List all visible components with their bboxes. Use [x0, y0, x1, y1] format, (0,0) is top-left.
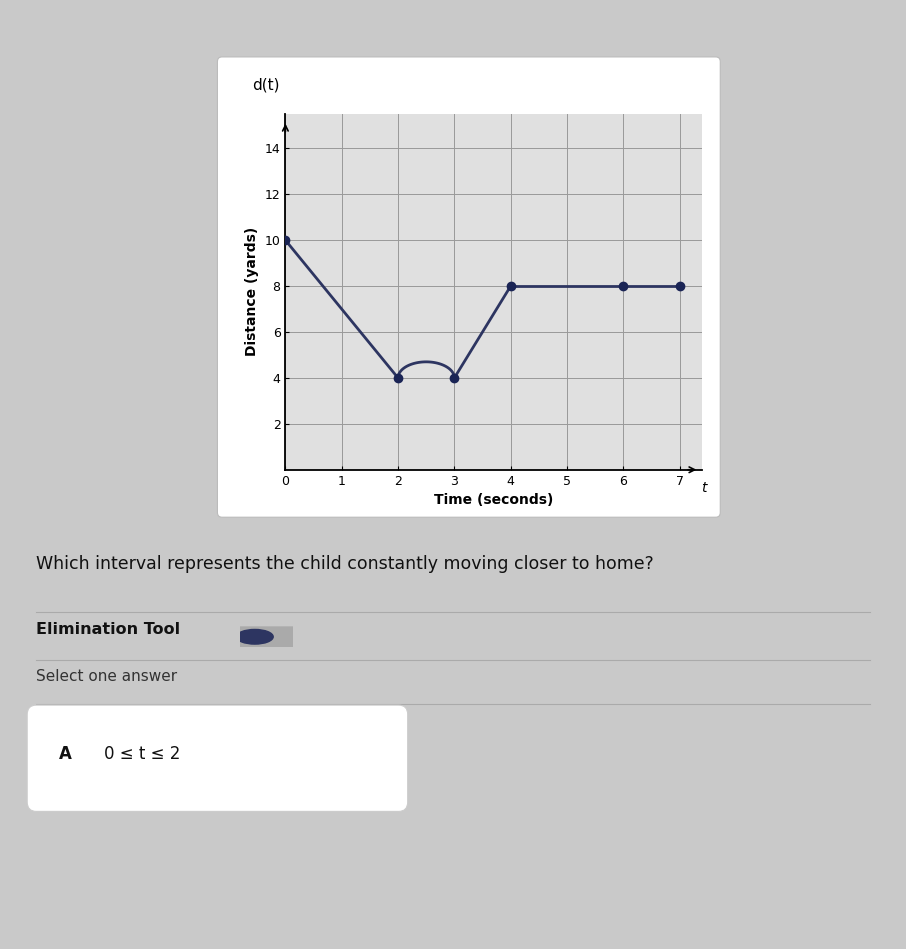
Text: Select one answer: Select one answer	[36, 669, 178, 684]
Circle shape	[236, 629, 274, 644]
X-axis label: Time (seconds): Time (seconds)	[434, 493, 554, 507]
Text: 0 ≤ t ≤ 2: 0 ≤ t ≤ 2	[104, 746, 180, 763]
Text: A: A	[59, 746, 72, 763]
Y-axis label: Distance (yards): Distance (yards)	[246, 227, 259, 357]
Text: t: t	[701, 481, 707, 495]
FancyBboxPatch shape	[237, 626, 295, 647]
Text: d(t): d(t)	[252, 78, 280, 93]
Text: Elimination Tool: Elimination Tool	[36, 622, 180, 637]
Text: Which interval represents the child constantly moving closer to home?: Which interval represents the child cons…	[36, 555, 654, 573]
